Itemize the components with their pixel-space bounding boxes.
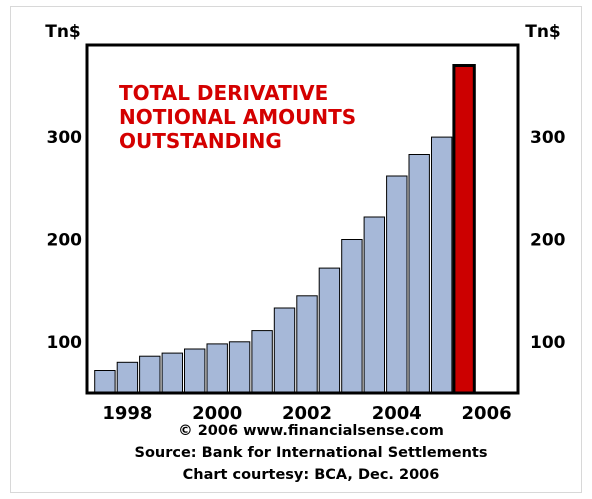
y-tick-label-left: 300 (47, 128, 83, 148)
plot-border (85, 43, 520, 395)
copyright-credit: © 2006 www.financialsense.com (178, 423, 444, 439)
chart-title-line-2: NOTIONAL AMOUNTS (119, 105, 356, 129)
bar (161, 352, 184, 394)
derivatives-bar-chart: Tn$ Tn$ TOTAL DERIVATIVE NOTIONAL AMOUNT… (45, 22, 566, 483)
x-tick-label: 2002 (282, 403, 332, 424)
bar (116, 361, 139, 394)
bar (408, 154, 430, 394)
chart-title-line-3: OUTSTANDING (119, 129, 282, 153)
bar (341, 239, 363, 394)
x-tick-label: 2004 (372, 403, 422, 424)
bar (318, 267, 341, 394)
bar (251, 330, 273, 394)
bar (228, 341, 251, 394)
bar (206, 343, 228, 394)
y-tick-label-right: 300 (530, 128, 566, 148)
bar (431, 136, 453, 394)
y-tick-label-left: 100 (47, 333, 83, 353)
x-tick-label: 2006 (462, 403, 512, 424)
bar (184, 348, 206, 394)
bar (94, 370, 116, 394)
chart-frame: Tn$ Tn$ TOTAL DERIVATIVE NOTIONAL AMOUNT… (10, 6, 582, 493)
chart-title-line-1: TOTAL DERIVATIVE (119, 81, 328, 105)
bar-highlight (452, 64, 476, 395)
y-tick-label-left: 200 (47, 231, 83, 251)
x-tick-label: 2000 (192, 403, 242, 424)
ticks-layer: 100 100 200 200 300 300 1998 2000 2002 2004 2006 (47, 128, 566, 424)
right-unit-label: Tn$ (525, 22, 561, 42)
bar (139, 355, 161, 394)
left-unit-label: Tn$ (45, 22, 81, 42)
bar (273, 307, 296, 394)
bars-layer (94, 64, 476, 395)
bar (386, 175, 408, 394)
bar (296, 295, 318, 394)
bar (363, 216, 386, 394)
courtesy-credit: Chart courtesy: BCA, Dec. 2006 (183, 467, 440, 483)
x-tick-label: 1998 (102, 403, 152, 424)
y-tick-label-right: 200 (530, 231, 566, 251)
y-tick-label-right: 100 (530, 333, 566, 353)
source-credit: Source: Bank for International Settlemen… (135, 445, 488, 461)
